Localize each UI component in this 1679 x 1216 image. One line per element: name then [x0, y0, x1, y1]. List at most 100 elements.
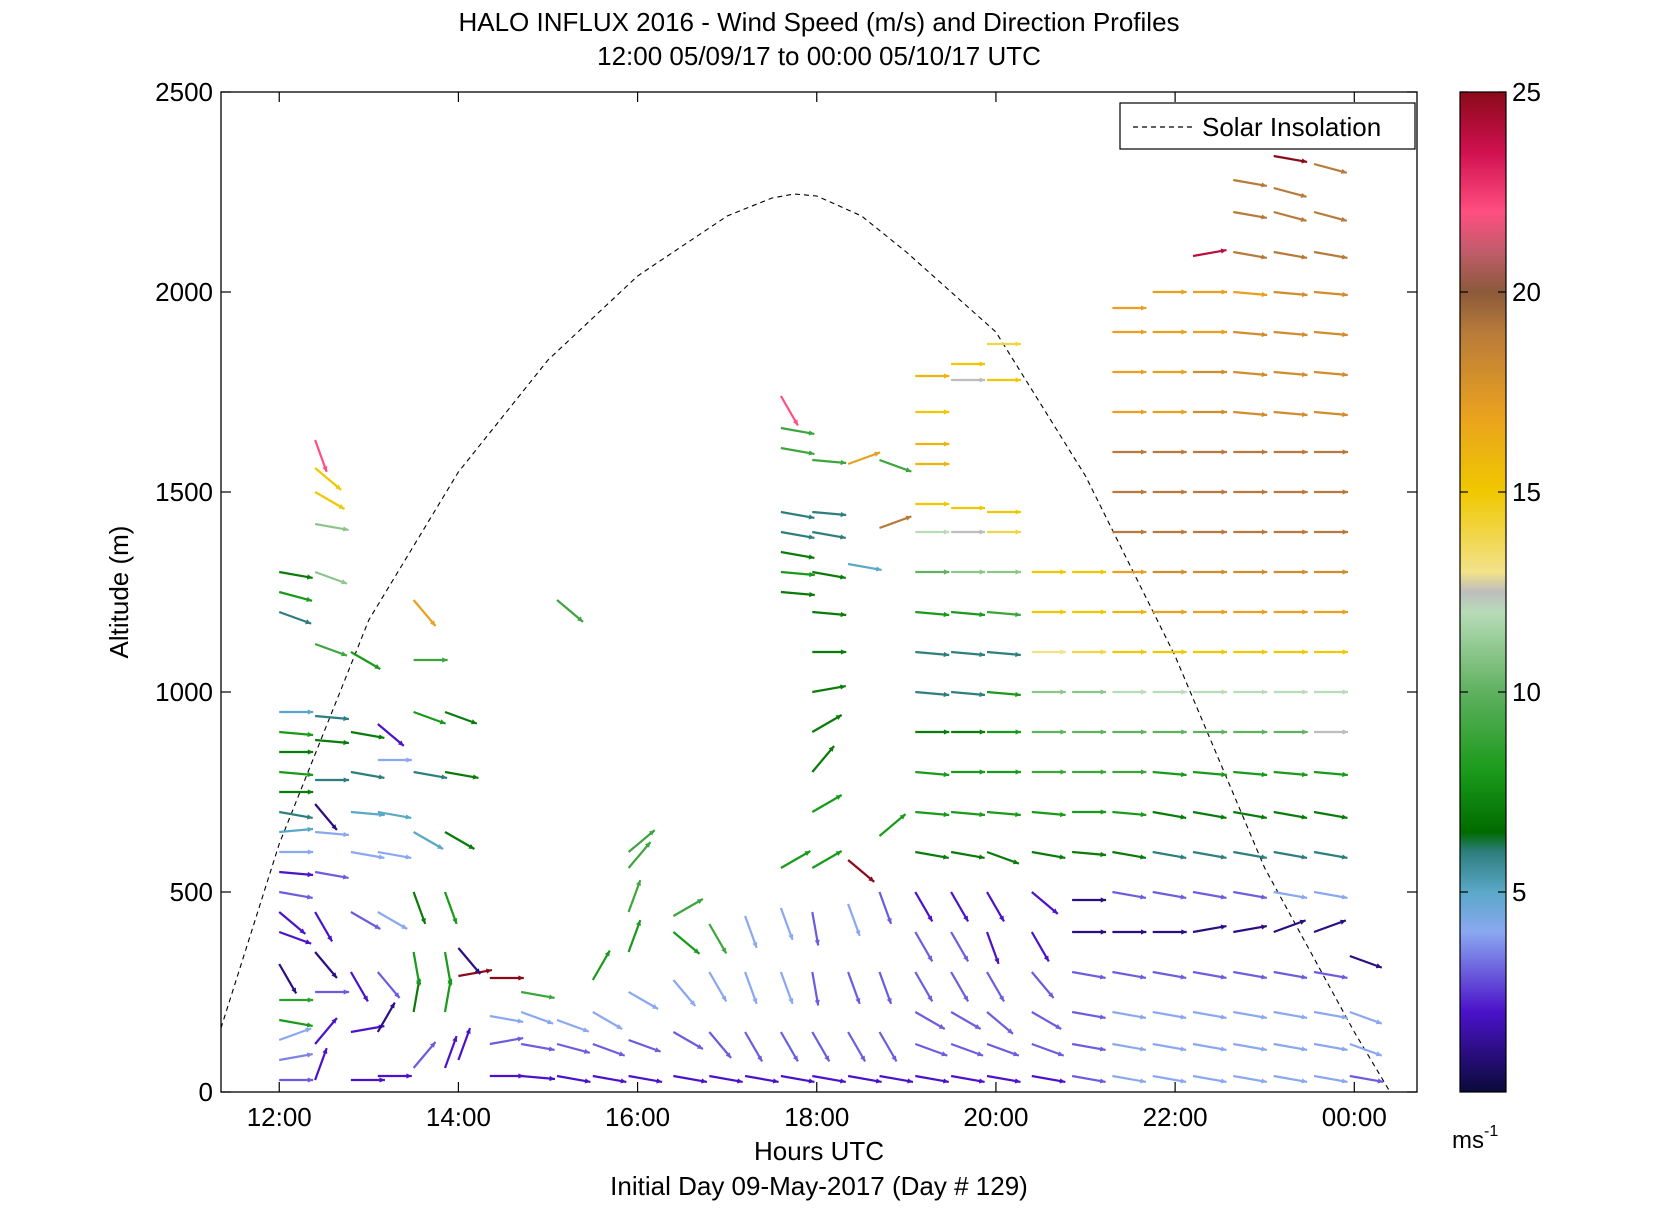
wind-arrow [1071, 1010, 1106, 1020]
wind-arrow-head [1220, 924, 1227, 930]
wind-arrow-head [307, 871, 314, 878]
wind-arrow-shaft [1233, 1042, 1267, 1051]
wind-arrow-shaft [709, 1074, 743, 1083]
wind-arrow-head [604, 950, 610, 957]
wind-arrow [377, 757, 412, 763]
wind-arrow [811, 1031, 831, 1062]
wind-arrow [458, 968, 493, 978]
wind-arrow-shaft [350, 1025, 385, 1034]
wind-arrow-head [1342, 529, 1348, 535]
wind-arrow [1152, 770, 1187, 778]
wind-arrow-shaft [780, 530, 815, 539]
wind-arrow [1273, 919, 1306, 934]
wind-arrow-head [1015, 529, 1021, 535]
wind-arrow-head [1141, 489, 1147, 495]
wind-arrow-shaft [1233, 330, 1268, 337]
wind-arrow-shaft [314, 570, 348, 585]
wind-arrow-shaft [1313, 330, 1348, 337]
wind-arrow [556, 1018, 590, 1033]
wind-arrow-head [518, 975, 524, 981]
wind-arrow [811, 850, 843, 869]
wind-arrow-shaft [1273, 890, 1308, 899]
wind-arrow [1313, 1074, 1348, 1084]
wind-arrow [1193, 649, 1227, 655]
wind-arrow-head [1302, 609, 1308, 615]
wind-arrow [811, 911, 820, 946]
wind-arrow [879, 515, 912, 530]
wind-arrow-head [307, 789, 314, 795]
wind-arrow-head [1342, 771, 1348, 778]
wind-arrow-head [808, 554, 815, 560]
wind-arrow [744, 915, 758, 949]
wind-arrow-head [1261, 609, 1268, 615]
wind-arrow [1031, 891, 1059, 915]
wind-arrow-shaft [708, 971, 728, 1002]
wind-arrow-shaft [879, 458, 912, 473]
wind-arrow-shaft [1152, 810, 1187, 819]
wind-arrow-shaft [412, 599, 437, 627]
wind-arrow [1313, 162, 1348, 174]
wind-arrow-head [1342, 489, 1348, 495]
wind-arrow [915, 441, 950, 447]
wind-arrow-shaft [878, 891, 893, 925]
wind-arrow [1313, 370, 1348, 378]
wind-arrow-shaft [377, 911, 408, 930]
wind-arrow [986, 1074, 1021, 1084]
wind-arrow-shaft [314, 491, 346, 510]
wind-arrow [951, 729, 986, 735]
wind-arrow [780, 570, 815, 578]
wind-arrow [1313, 210, 1348, 222]
wind-arrow-head [1181, 449, 1187, 455]
wind-arrow [279, 789, 314, 795]
wind-arrow [278, 911, 307, 935]
wind-arrow-shaft [278, 963, 298, 994]
wind-arrow-shaft [1313, 850, 1348, 859]
wind-arrow-head [1100, 689, 1107, 695]
wind-arrow-shaft [951, 810, 986, 817]
wind-arrow [1314, 689, 1348, 695]
wind-arrow-shaft [279, 570, 313, 579]
wind-arrow [1313, 1042, 1348, 1052]
wind-arrow [350, 911, 381, 930]
wind-arrow-head [1181, 329, 1187, 335]
wind-arrow-head [1099, 1014, 1106, 1020]
wind-arrow-head [943, 771, 950, 778]
wind-arrow-head [343, 777, 350, 783]
wind-arrow [914, 971, 934, 1002]
x-tick-label: 22:00 [1143, 1102, 1208, 1132]
wind-arrow [628, 1038, 661, 1053]
wind-arrow [520, 1042, 555, 1052]
wind-arrow-head [1261, 182, 1267, 188]
wind-arrow-shaft [1233, 250, 1267, 259]
wind-arrow-shaft [1031, 891, 1059, 915]
wind-arrow-head [1181, 289, 1187, 295]
wind-arrow-head [757, 1055, 763, 1062]
wind-arrow [1192, 850, 1227, 860]
wind-arrow-head [943, 611, 950, 618]
wind-arrow-head [840, 574, 846, 580]
wind-arrow-head [1141, 449, 1147, 455]
wind-arrow-shaft [1031, 1042, 1065, 1057]
wind-arrow-head [307, 709, 314, 715]
wind-arrow [1071, 970, 1106, 980]
wind-arrow [950, 931, 970, 962]
wind-arrow-shaft [986, 971, 1005, 1002]
wind-arrow-shaft [314, 642, 348, 657]
wind-arrow-head [389, 1002, 395, 1009]
wind-arrow [1313, 250, 1348, 260]
wind-arrow [1233, 729, 1268, 735]
wind-arrow-head [907, 1078, 913, 1084]
wind-arrow-head [941, 1051, 948, 1057]
wind-arrow [847, 451, 881, 466]
wind-arrow-shaft [350, 770, 385, 779]
colorbar-tick-label: 25 [1512, 77, 1541, 107]
wind-arrow [1273, 210, 1307, 222]
wind-arrow [1273, 609, 1308, 615]
wind-arrow-head [772, 1078, 779, 1084]
wind-arrow [1031, 569, 1066, 575]
wind-arrow-head [338, 504, 345, 509]
wind-arrow [1152, 529, 1187, 535]
wind-arrow [556, 1042, 591, 1054]
wind-arrow [1072, 850, 1107, 858]
wind-arrow-shaft [1071, 1074, 1106, 1083]
